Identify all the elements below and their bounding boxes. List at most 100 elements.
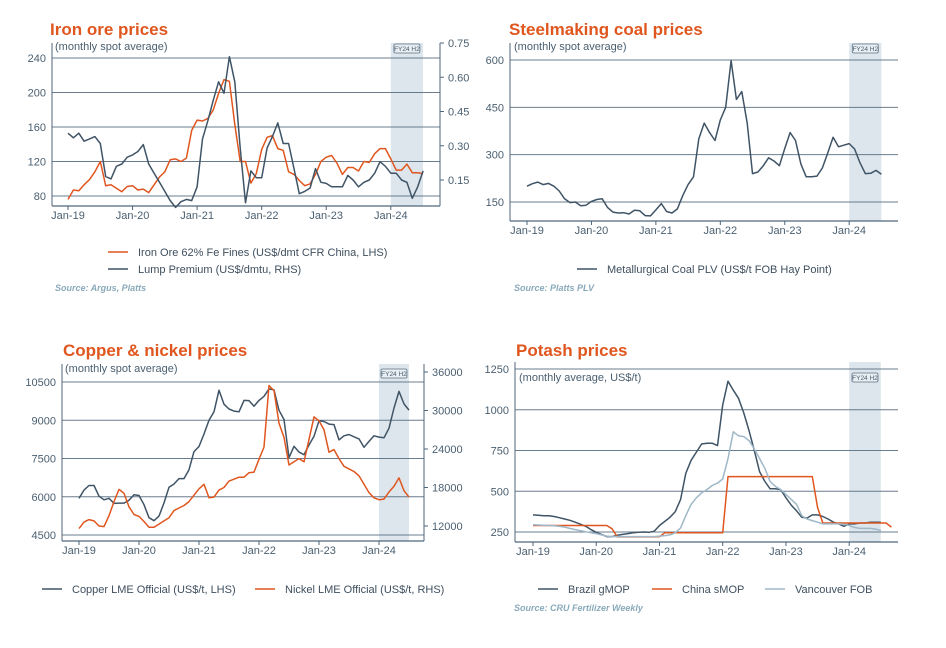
potash-title: Potash prices (516, 341, 628, 360)
x-tick-label: Jan-20 (116, 210, 150, 222)
period-badge (851, 372, 879, 383)
series-line-nickel (78, 384, 410, 530)
legend-label: Copper LME Official (US$/t, LHS) (72, 584, 236, 596)
copper-nickel-panel: Copper & nickel prices FY24 H2 4500 6000 75… (0, 0, 470, 648)
y-left-tick-label: 1250 (485, 364, 509, 376)
y-left-tick-label: 450 (486, 102, 504, 114)
y-left-tick-label: 600 (486, 55, 504, 67)
x-tick-label: Jan-22 (242, 545, 276, 557)
period-badge (393, 43, 421, 54)
y-left-tick-label: 7500 (32, 454, 56, 466)
period-badge-label: FY24 H2 (381, 371, 407, 378)
y-left-tick-label: 500 (491, 486, 509, 498)
y-left-tick-label: 1000 (485, 405, 509, 417)
period-badge-label: FY24 H2 (852, 375, 878, 382)
series-line-metallurgical (526, 59, 882, 217)
steelmaking-coal-title: Steelmaking coal prices (509, 20, 703, 39)
x-tick-label: Jan-24 (832, 546, 866, 558)
x-tick-label: Jan-24 (374, 210, 408, 222)
x-tick-label: Jan-21 (639, 225, 673, 237)
y-right-tick-label: 18000 (432, 483, 463, 495)
period-badge-label: FY24 H2 (394, 46, 420, 53)
y-right-tick-label: 0.15 (448, 175, 469, 187)
y-left-tick-label: 160 (28, 122, 46, 134)
y-left-tick-label: 150 (486, 197, 504, 209)
legend-label: Vancouver FOB (795, 584, 872, 596)
x-tick-label: Jan-19 (516, 546, 550, 558)
source-note: Source: Argus, Platts (55, 283, 146, 293)
x-tick-label: Jan-23 (302, 545, 336, 557)
iron-ore-chart: FY24 H2 80 120 160 200 240 0.15 0.30 0.45 0.60 0.7… (28, 38, 470, 293)
chart-subtitle: (monthly spot average) (65, 363, 178, 375)
highlight-band (379, 364, 409, 541)
x-tick-label: Jan-20 (122, 545, 156, 557)
y-right-tick-label: 0.30 (448, 141, 469, 153)
y-left-tick-label: 750 (491, 446, 509, 458)
y-left-tick-label: 9000 (32, 415, 56, 427)
x-tick-label: Jan-23 (768, 225, 802, 237)
x-tick-label: Jan-21 (643, 546, 677, 558)
y-right-tick-label: 24000 (432, 444, 463, 456)
iron-ore-panel: Iron ore prices FY24 H2 80 120 160 200 240 0.1… (0, 0, 470, 310)
x-tick-label: Jan-21 (182, 545, 216, 557)
y-right-tick-label: 0.60 (448, 72, 469, 84)
y-right-tick-label: 0.45 (448, 107, 469, 119)
x-tick-label: Jan-22 (703, 225, 737, 237)
source-note: Source: Platts PLV (514, 283, 595, 293)
y-left-tick-label: 6000 (32, 492, 56, 504)
legend-label: Nickel LME Official (US$/t, RHS) (285, 584, 444, 596)
x-tick-label: Jan-23 (309, 210, 343, 222)
series-line-china (533, 475, 892, 538)
y-left-tick-label: 300 (486, 150, 504, 162)
legend-label: Metallurgical Coal PLV (US$/t FOB Hay Po… (607, 264, 832, 276)
y-right-tick-label: 12000 (432, 521, 463, 533)
x-tick-label: Jan-22 (706, 546, 740, 558)
period-badge-label: FY24 H2 (852, 46, 878, 53)
series-line-copper (78, 388, 410, 522)
iron-ore-title: Iron ore prices (50, 20, 169, 39)
y-left-tick-label: 240 (28, 53, 46, 65)
steelmaking-coal-chart: FY24 H2 150 300 450 600 Jan-19 Jan-20 Jan-21 Jan… (486, 41, 898, 293)
highlight-band (849, 43, 882, 221)
series-line-vancouver (532, 431, 881, 538)
y-left-tick-label: 200 (28, 88, 46, 100)
chart-subtitle: (monthly spot average) (55, 41, 168, 53)
x-tick-label: Jan-20 (575, 225, 609, 237)
period-badge (380, 368, 408, 379)
legend-label: Iron Ore 62% Fe Fines (US$/dmt CFR China… (138, 247, 387, 259)
legend-label: Brazil gMOP (568, 584, 630, 596)
chart-subtitle: (monthly average, US$/t) (519, 372, 641, 384)
y-left-tick-label: 80 (34, 191, 46, 203)
copper-nickel-title: Copper & nickel prices (63, 341, 248, 360)
chart-subtitle: (monthly spot average) (514, 41, 627, 53)
x-tick-label: Jan-20 (579, 546, 613, 558)
period-badge (851, 43, 879, 54)
y-left-tick-label: 10500 (25, 377, 56, 389)
x-tick-label: Jan-19 (51, 210, 85, 222)
y-right-tick-label: 36000 (432, 367, 463, 379)
copper-nickel-chart: FY24 H2 4500 6000 7500 9000 10500 12000 18000 24… (25, 363, 463, 596)
series-line-iron (67, 78, 424, 200)
legend-label: Lump Premium (US$/dmtu, RHS) (138, 264, 301, 276)
highlight-band (390, 43, 424, 206)
x-tick-label: Jan-24 (832, 225, 866, 237)
y-left-tick-label: 250 (491, 527, 509, 539)
y-right-tick-label: 30000 (432, 406, 463, 418)
x-tick-label: Jan-23 (769, 546, 803, 558)
series-line-brazil (532, 380, 881, 538)
highlight-band (849, 362, 881, 542)
x-tick-label: Jan-24 (362, 545, 396, 557)
y-left-tick-label: 120 (28, 157, 46, 169)
y-right-tick-label: 0.75 (448, 38, 469, 50)
x-tick-label: Jan-21 (180, 210, 214, 222)
y-left-tick-label: 4500 (32, 530, 56, 542)
x-tick-label: Jan-19 (62, 545, 96, 557)
series-line-lump (67, 55, 424, 209)
x-tick-label: Jan-19 (510, 225, 544, 237)
steelmaking-coal-panel: Steelmaking coal prices FY24 H2 150 300 450… (0, 0, 946, 310)
source-note: Source: CRU Fertilizer Weekly (514, 603, 644, 613)
legend-label: China sMOP (682, 584, 744, 596)
x-tick-label: Jan-22 (245, 210, 279, 222)
